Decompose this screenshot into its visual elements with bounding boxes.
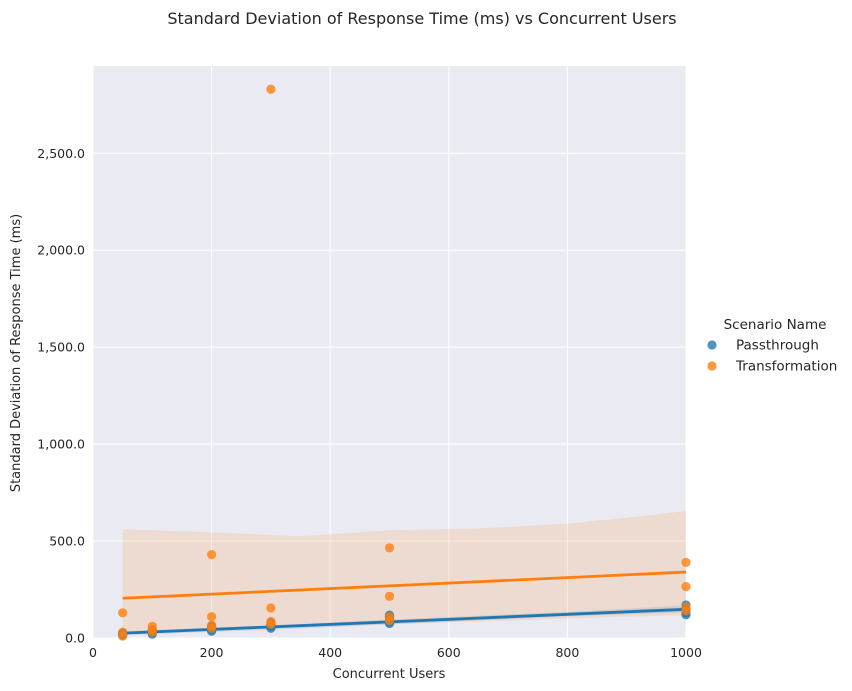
data-point-transformation — [207, 550, 217, 560]
y-tick-label: 1,000.0 — [37, 437, 85, 452]
y-tick-label: 1,500.0 — [37, 340, 85, 355]
data-point-transformation — [207, 620, 217, 630]
scatter-points — [118, 84, 691, 641]
data-point-transformation — [266, 603, 276, 613]
x-tick-label: 0 — [89, 645, 97, 660]
y-axis-label: Standard Deviation of Response Time (ms) — [9, 214, 24, 492]
data-point-transformation — [118, 608, 128, 618]
data-point-transformation — [147, 621, 157, 631]
data-point-transformation — [266, 616, 276, 627]
x-tick-label: 400 — [318, 645, 342, 660]
y-tick-label: 500.0 — [49, 534, 85, 549]
legend-marker-transformation — [707, 361, 717, 371]
legend-marker-passthrough — [707, 340, 717, 350]
legend: Scenario Name Passthrough Transformation — [707, 317, 837, 375]
data-point-transformation — [266, 84, 276, 94]
regression-lines — [122, 570, 687, 635]
y-tick-label: 0.0 — [65, 631, 85, 646]
chart-title: Standard Deviation of Response Time (ms)… — [167, 9, 676, 28]
grid-lines — [92, 66, 687, 639]
y-axis-ticks: 0.0 500.0 1,000.0 1,500.0 2,000.0 2,500.0 — [37, 146, 85, 646]
x-tick-label: 800 — [555, 645, 579, 660]
legend-label-transformation: Transformation — [735, 359, 837, 375]
data-point-transformation — [207, 612, 217, 622]
confidence-band-transformation — [122, 510, 686, 633]
data-point-transformation — [681, 582, 691, 592]
data-point-transformation — [118, 627, 128, 637]
data-point-transformation — [681, 557, 691, 567]
y-tick-label: 2,000.0 — [37, 243, 85, 258]
x-tick-label: 200 — [200, 645, 224, 660]
x-tick-label: 1000 — [670, 645, 702, 660]
data-point-transformation — [384, 543, 395, 553]
data-point-transformation — [384, 591, 395, 601]
regression-line-passthrough — [122, 607, 687, 635]
x-axis-label: Concurrent Users — [333, 667, 446, 682]
legend-title: Scenario Name — [724, 317, 827, 333]
x-tick-label: 600 — [437, 645, 461, 660]
legend-label-passthrough: Passthrough — [736, 338, 819, 354]
x-axis-ticks: 0 200 400 600 800 1000 — [89, 645, 702, 660]
regression-line-transformation — [122, 570, 687, 600]
y-tick-label: 2,500.0 — [37, 146, 85, 161]
data-point-transformation — [384, 612, 395, 622]
plot-area — [93, 66, 686, 638]
data-point-transformation — [681, 602, 691, 612]
